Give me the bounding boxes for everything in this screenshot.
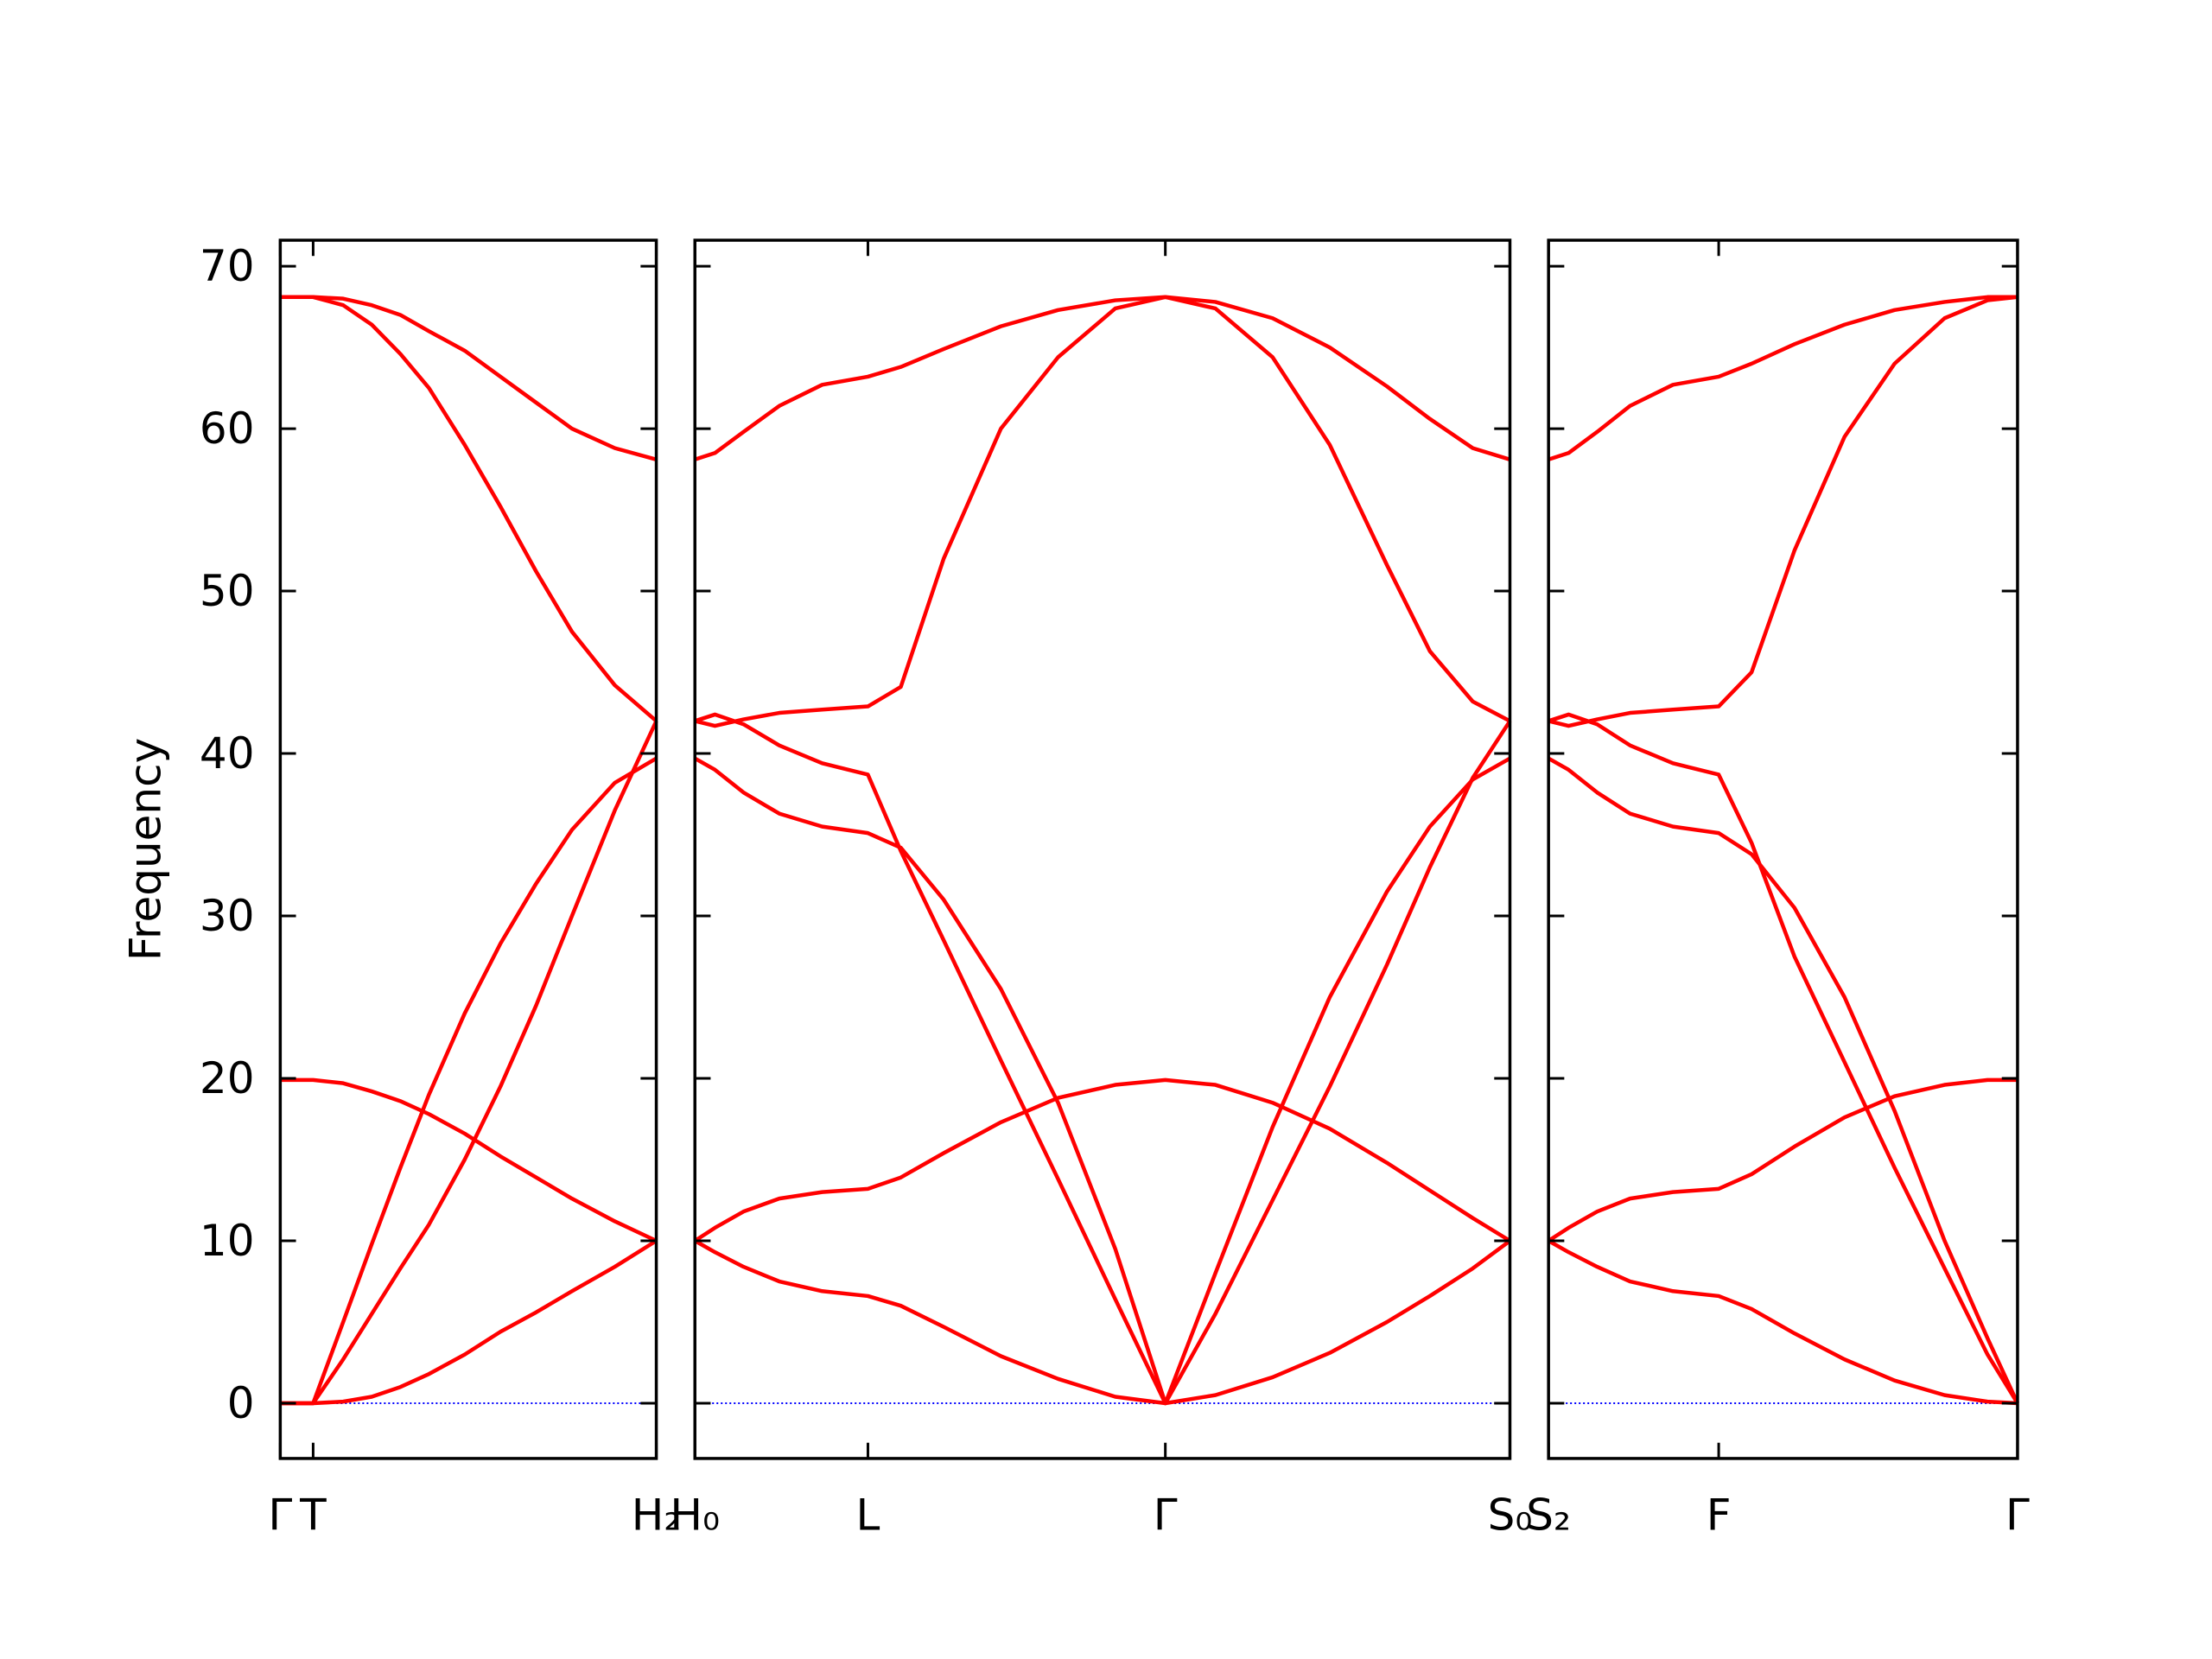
- band-line: [280, 1239, 658, 1406]
- y-tick-label: 20: [200, 1053, 255, 1103]
- y-tick-label: 70: [200, 241, 255, 291]
- x-tick-label: Γ: [268, 1491, 292, 1541]
- y-tick-label: 60: [200, 404, 255, 454]
- y-tick-label: 30: [200, 891, 255, 941]
- x-tick-label: F: [1707, 1491, 1732, 1541]
- panel-frame: [693, 238, 1512, 1460]
- band-line: [280, 720, 658, 1406]
- y-tick-label: 50: [200, 566, 255, 616]
- band-line: [280, 756, 658, 1406]
- band-line: [694, 1239, 1511, 1406]
- band-line: [280, 295, 658, 461]
- x-tick-label: L: [856, 1491, 880, 1541]
- band-line: [694, 712, 1512, 1406]
- band-line: [1547, 1077, 2018, 1243]
- panel-frame: [1547, 238, 2019, 1460]
- x-tick-label: Γ: [2005, 1491, 2030, 1541]
- panel-frame: [278, 238, 658, 1460]
- x-tick-label: S₀: [1488, 1491, 1533, 1541]
- x-tick-label: H₀: [670, 1491, 720, 1541]
- band-line: [1548, 295, 2018, 728]
- band-line: [280, 295, 658, 723]
- y-tick-label: 40: [200, 728, 255, 779]
- band-line: [694, 756, 1511, 1406]
- band-line: [1548, 756, 2019, 1404]
- band-line: [1548, 295, 2018, 461]
- y-tick-label: 0: [227, 1378, 255, 1428]
- x-tick-label: Γ: [1154, 1491, 1178, 1541]
- x-tick-label: H₂: [632, 1491, 682, 1541]
- band-line: [280, 1077, 658, 1243]
- x-tick-label: S₂: [1526, 1491, 1571, 1541]
- y-axis-label: Frequency: [120, 738, 170, 961]
- band-line: [1548, 712, 2019, 1405]
- y-tick-label: 10: [200, 1216, 255, 1266]
- band-line: [694, 295, 1511, 728]
- x-tick-label: T: [299, 1491, 327, 1541]
- band-line: [694, 1077, 1511, 1243]
- band-line: [694, 295, 1511, 461]
- band-line: [1548, 1239, 2018, 1406]
